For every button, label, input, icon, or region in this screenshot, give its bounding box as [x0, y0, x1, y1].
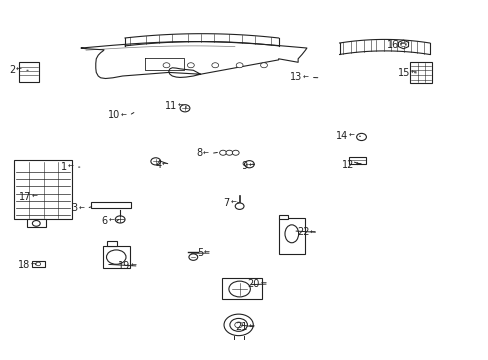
Text: ←: ←: [399, 42, 405, 48]
Circle shape: [228, 281, 250, 297]
Circle shape: [188, 254, 197, 260]
Text: ←: ←: [347, 133, 353, 139]
Circle shape: [244, 161, 254, 168]
FancyBboxPatch shape: [278, 215, 288, 220]
Circle shape: [180, 105, 189, 112]
Text: ←: ←: [130, 263, 136, 269]
Text: ←: ←: [162, 162, 167, 167]
Text: 9: 9: [241, 161, 247, 171]
Circle shape: [36, 262, 41, 266]
FancyBboxPatch shape: [91, 202, 131, 208]
Text: 11: 11: [164, 101, 177, 111]
Circle shape: [225, 150, 232, 155]
Text: 17: 17: [19, 192, 31, 202]
Circle shape: [163, 63, 169, 68]
Text: ←: ←: [67, 164, 73, 170]
Text: 19: 19: [118, 261, 130, 271]
Circle shape: [32, 221, 40, 226]
Text: 3: 3: [71, 203, 78, 213]
FancyBboxPatch shape: [409, 62, 431, 83]
Circle shape: [356, 134, 366, 140]
Text: 14: 14: [335, 131, 347, 141]
Circle shape: [229, 319, 247, 331]
Text: 6: 6: [102, 216, 108, 226]
Circle shape: [224, 314, 253, 336]
Text: 18: 18: [18, 260, 30, 270]
Text: 12: 12: [342, 160, 354, 170]
FancyBboxPatch shape: [107, 241, 117, 246]
Text: 7: 7: [223, 198, 229, 208]
Circle shape: [187, 63, 194, 68]
Text: ←: ←: [16, 67, 21, 73]
Text: 2: 2: [9, 65, 15, 75]
Text: ←: ←: [410, 70, 416, 76]
Circle shape: [211, 63, 218, 68]
Circle shape: [151, 158, 160, 165]
Text: ←: ←: [354, 162, 360, 168]
FancyBboxPatch shape: [19, 62, 39, 82]
FancyBboxPatch shape: [32, 261, 44, 267]
FancyBboxPatch shape: [26, 220, 46, 227]
Text: ←: ←: [30, 262, 36, 267]
Text: ←: ←: [177, 103, 183, 109]
Circle shape: [115, 216, 125, 223]
Text: ←: ←: [248, 163, 254, 168]
FancyBboxPatch shape: [348, 157, 366, 164]
Text: ←: ←: [108, 218, 114, 224]
Circle shape: [235, 203, 244, 210]
Text: 16: 16: [386, 40, 399, 50]
Circle shape: [260, 63, 267, 68]
Text: ←: ←: [203, 250, 209, 256]
Ellipse shape: [285, 225, 298, 243]
Text: ←: ←: [121, 112, 126, 118]
Text: 8: 8: [196, 148, 202, 158]
Text: 5: 5: [196, 248, 203, 258]
Text: 22: 22: [296, 228, 309, 237]
Circle shape: [219, 150, 226, 155]
Text: ←: ←: [230, 200, 236, 206]
Text: ←: ←: [248, 324, 254, 330]
Text: 15: 15: [397, 68, 409, 78]
Circle shape: [236, 63, 243, 68]
Text: ←: ←: [260, 281, 266, 287]
Text: 20: 20: [247, 279, 260, 289]
FancyBboxPatch shape: [14, 160, 72, 220]
Circle shape: [106, 250, 126, 264]
Text: ←: ←: [31, 194, 37, 200]
Circle shape: [400, 42, 406, 46]
FancyBboxPatch shape: [103, 246, 130, 268]
Text: ←: ←: [309, 229, 315, 235]
Text: 21: 21: [235, 322, 247, 332]
Text: 13: 13: [289, 72, 302, 82]
FancyBboxPatch shape: [278, 218, 305, 253]
Text: 4: 4: [155, 159, 161, 170]
Circle shape: [232, 150, 239, 155]
Text: ←: ←: [202, 150, 208, 157]
Text: 1: 1: [61, 162, 67, 172]
FancyBboxPatch shape: [221, 278, 261, 299]
Text: ←: ←: [302, 75, 308, 80]
Circle shape: [234, 322, 242, 328]
Text: 10: 10: [108, 111, 120, 121]
Text: ←: ←: [78, 205, 84, 211]
